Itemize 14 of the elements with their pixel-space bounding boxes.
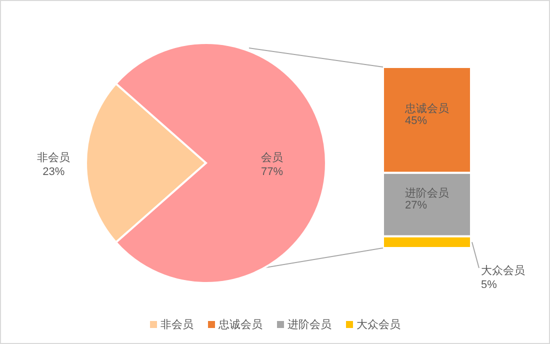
legend-label: 进阶会员 — [286, 318, 332, 332]
text: 大众会员 — [481, 265, 525, 277]
slice-label: 会员 — [261, 152, 283, 164]
data-label: 23% — [42, 166, 65, 178]
legend-label: 大众会员 — [356, 318, 400, 332]
text: 忠诚会员 — [218, 319, 262, 331]
legend-label: 非会员 — [160, 318, 194, 332]
slice-label: 非会员 — [37, 150, 70, 164]
text: 进阶会员 — [405, 188, 449, 200]
data-label: 45% — [405, 114, 428, 127]
data-label: 27% — [405, 200, 428, 212]
series-label: 忠诚会员 — [404, 102, 449, 115]
data-label: 5% — [481, 279, 498, 291]
data-label: 77% — [260, 166, 284, 178]
